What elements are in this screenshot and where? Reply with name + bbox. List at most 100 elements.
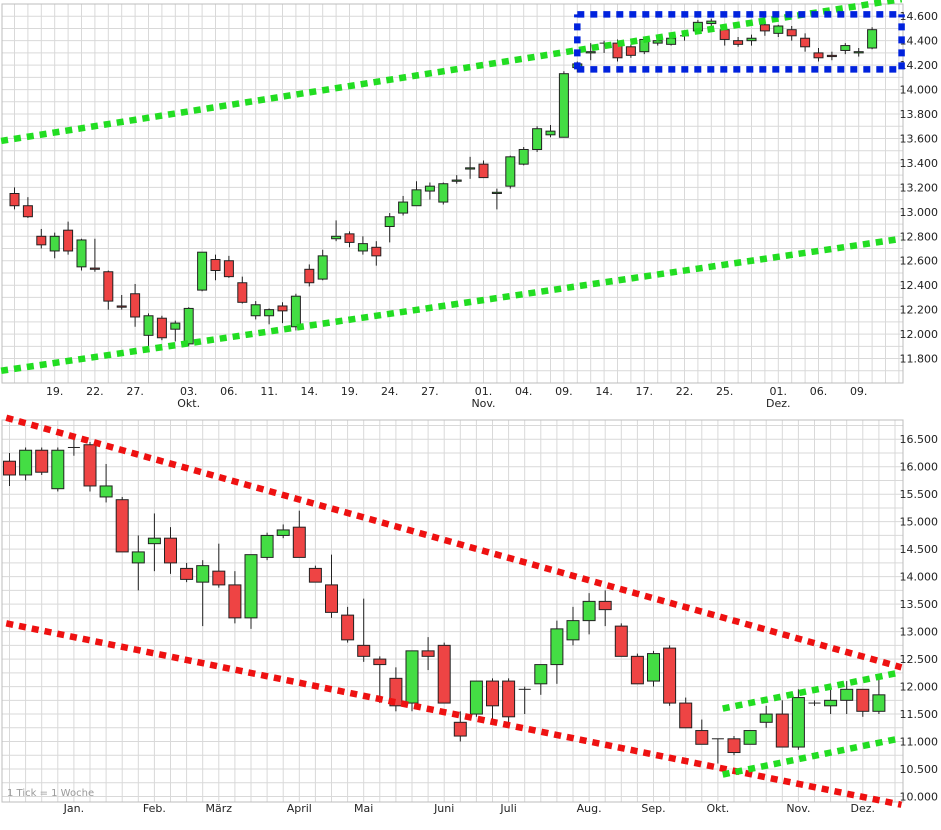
weekly-candle xyxy=(437,642,451,704)
weekly-candle-body xyxy=(308,567,322,583)
daily-candle-body xyxy=(264,309,275,317)
daily-trendline xyxy=(0,0,903,145)
weekly-candle xyxy=(502,678,516,723)
weekly-candlestick-chart: 10.000 10.500 11.000 11.500 12.000 12.500 13.0… xyxy=(1,414,939,815)
weekly-candle-body xyxy=(228,584,242,619)
daily-y-tick-label: 13.600 xyxy=(900,132,939,145)
weekly-x-tick-label: Okt. xyxy=(706,802,729,815)
weekly-candle-body xyxy=(630,655,644,685)
daily-candle-body xyxy=(733,40,744,45)
weekly-candle xyxy=(808,700,821,706)
weekly-candle-body xyxy=(824,699,838,707)
daily-candles xyxy=(9,18,878,349)
daily-candle xyxy=(424,182,435,200)
daily-candle-body xyxy=(304,268,315,284)
weekly-candle xyxy=(147,513,161,572)
daily-candle-body xyxy=(558,73,569,138)
weekly-candle-body xyxy=(115,499,129,553)
daily-candle-body xyxy=(465,167,476,170)
daily-x-tick-label: 22. xyxy=(86,385,104,398)
weekly-x-tick-label: Juli xyxy=(499,802,516,815)
daily-candle xyxy=(625,44,636,58)
daily-candle xyxy=(733,37,744,47)
daily-candle-body xyxy=(9,193,20,207)
weekly-candle xyxy=(711,738,724,764)
weekly-candle xyxy=(164,527,177,574)
daily-candle-body xyxy=(76,239,87,268)
weekly-x-tick-label: Mai xyxy=(354,802,373,815)
weekly-candle-body xyxy=(180,567,194,580)
daily-candle xyxy=(706,18,717,27)
daily-candle-body xyxy=(813,52,824,59)
daily-candle-body xyxy=(344,233,355,243)
weekly-candle xyxy=(325,554,338,618)
weekly-candle xyxy=(840,681,854,715)
daily-candle xyxy=(505,155,516,189)
weekly-candle-body xyxy=(244,554,258,619)
weekly-y-tick-label: 15.000 xyxy=(900,516,939,529)
daily-y-tick-label: 14.200 xyxy=(900,59,939,72)
daily-candle xyxy=(746,34,757,46)
weekly-trendline xyxy=(722,735,899,778)
daily-candle xyxy=(585,43,596,61)
weekly-candle xyxy=(566,606,580,646)
daily-candle xyxy=(223,255,234,278)
weekly-candle-body xyxy=(469,680,483,715)
daily-candle xyxy=(853,48,864,57)
weekly-candle xyxy=(775,700,789,748)
weekly-candle-body xyxy=(679,702,693,729)
weekly-candle xyxy=(486,678,499,723)
weekly-candle xyxy=(743,730,757,745)
daily-y-tick-label: 13.800 xyxy=(900,108,939,121)
daily-candle xyxy=(277,302,288,324)
daily-candle-body xyxy=(585,51,596,54)
weekly-candle-body xyxy=(486,680,499,707)
daily-candle-body xyxy=(89,267,100,270)
weekly-y-tick-label: 15.500 xyxy=(900,488,939,501)
daily-x-month-label: Nov. xyxy=(471,397,495,410)
weekly-candle xyxy=(228,571,242,624)
daily-candle xyxy=(840,43,851,55)
weekly-candle-body xyxy=(341,614,355,641)
daily-candle xyxy=(518,147,529,166)
daily-candle-body xyxy=(290,295,301,328)
daily-candle-body xyxy=(103,271,114,302)
weekly-candle xyxy=(663,645,677,706)
daily-candle-body xyxy=(130,293,141,318)
weekly-candle-body xyxy=(131,551,145,564)
weekly-y-tick-label: 13.000 xyxy=(900,626,939,639)
daily-x-tick-label: 24. xyxy=(381,385,399,398)
daily-candle-body xyxy=(478,163,489,179)
weekly-candle-body xyxy=(550,628,564,666)
daily-candle-body xyxy=(331,235,342,240)
daily-candle-body xyxy=(518,148,529,165)
weekly-y-tick-label: 11.000 xyxy=(900,736,939,749)
daily-x-tick-label: 03. xyxy=(180,385,198,398)
daily-x-tick-label: 09. xyxy=(850,385,868,398)
weekly-candle-body xyxy=(775,713,789,748)
weekly-candle-body xyxy=(534,664,548,685)
daily-candle xyxy=(465,156,476,179)
weekly-y-tick-label: 10.500 xyxy=(900,763,939,776)
daily-candle xyxy=(143,313,154,349)
weekly-candle xyxy=(647,650,660,687)
weekly-candle xyxy=(131,535,145,591)
weekly-x-tick-label: Jan. xyxy=(63,802,84,815)
weekly-candle-body xyxy=(51,449,65,490)
weekly-candle-body xyxy=(325,584,338,613)
weekly-candle-body xyxy=(727,738,741,754)
daily-x-tick-label: 17. xyxy=(636,385,654,398)
weekly-candle-body xyxy=(164,537,177,564)
weekly-candle xyxy=(405,650,419,712)
weekly-candle-body xyxy=(856,688,870,712)
daily-candle xyxy=(170,320,181,342)
daily-candlestick-chart: 11.800 12.000 12.200 12.400 12.600 12.800 13.0… xyxy=(0,0,939,410)
weekly-y-tick-label: 14.000 xyxy=(900,571,939,584)
daily-candle-body xyxy=(22,205,33,218)
daily-candle xyxy=(371,241,382,266)
weekly-candle xyxy=(67,439,80,456)
daily-candle-body xyxy=(773,25,784,34)
weekly-trendline xyxy=(5,620,903,808)
daily-candle-body xyxy=(505,156,516,187)
weekly-candle xyxy=(115,496,129,553)
